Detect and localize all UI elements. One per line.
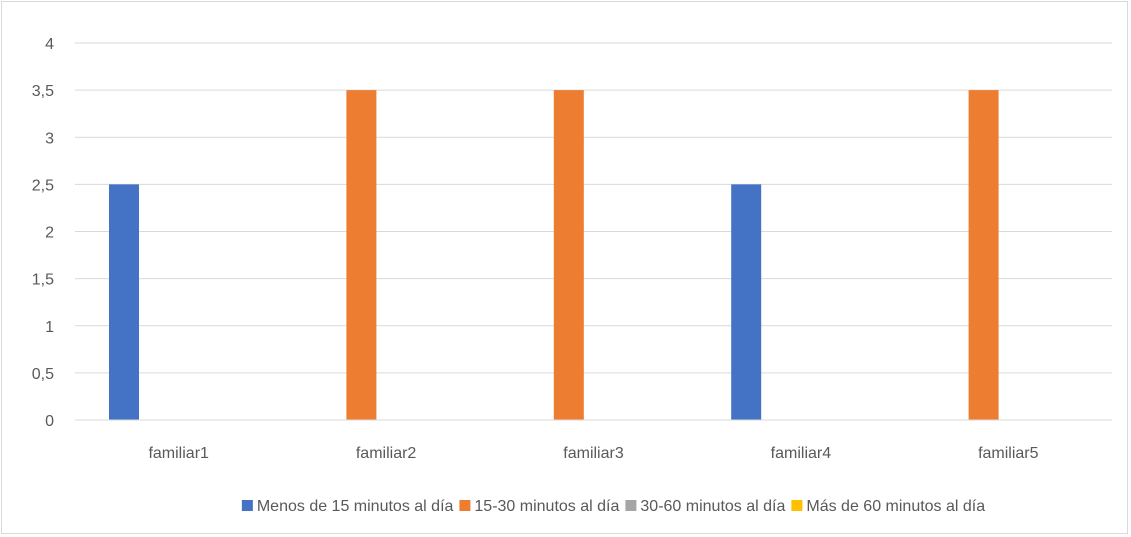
x-tick-label: familiar3 [563, 445, 624, 462]
x-tick-label: familiar2 [356, 445, 417, 462]
legend-label: 30-60 minutos al día [640, 498, 785, 515]
y-tick-label: 3 [45, 130, 54, 147]
gridlines [75, 42, 1112, 374]
y-tick-label: 1,5 [32, 272, 54, 289]
x-tick-label: familiar1 [148, 445, 209, 462]
x-axis-ticks: familiar1 familiar2 familiar3 familiar4 fami… [148, 445, 1038, 462]
legend-swatch [625, 500, 637, 511]
legend-label: Más de 60 minutos al día [806, 498, 985, 515]
y-tick-label: 2,5 [32, 177, 54, 194]
y-tick-label: 3,5 [32, 83, 54, 100]
y-tick-label: 2 [45, 225, 54, 242]
legend-swatch [241, 500, 253, 511]
y-tick-label: 0 [45, 413, 54, 430]
bar [553, 90, 584, 420]
legend-swatch [791, 500, 803, 511]
y-axis-ticks: 0 0,5 1 1,5 2 2,5 3 3,5 4 [32, 36, 54, 430]
legend: Menos de 15 minutos al día 15-30 minutos … [241, 498, 985, 515]
bar [968, 90, 999, 420]
bar [346, 90, 377, 420]
y-tick-label: 1 [45, 319, 54, 336]
legend-label: 15-30 minutos al día [474, 498, 619, 515]
bar [731, 184, 762, 420]
x-tick-label: familiar4 [771, 445, 832, 462]
bar [109, 184, 139, 420]
legend-label: Menos de 15 minutos al día [257, 498, 454, 515]
legend-swatch [459, 500, 471, 511]
y-tick-label: 0,5 [32, 366, 54, 383]
x-tick-label: familiar5 [978, 445, 1039, 462]
bars [109, 90, 999, 420]
y-tick-label: 4 [45, 36, 54, 53]
